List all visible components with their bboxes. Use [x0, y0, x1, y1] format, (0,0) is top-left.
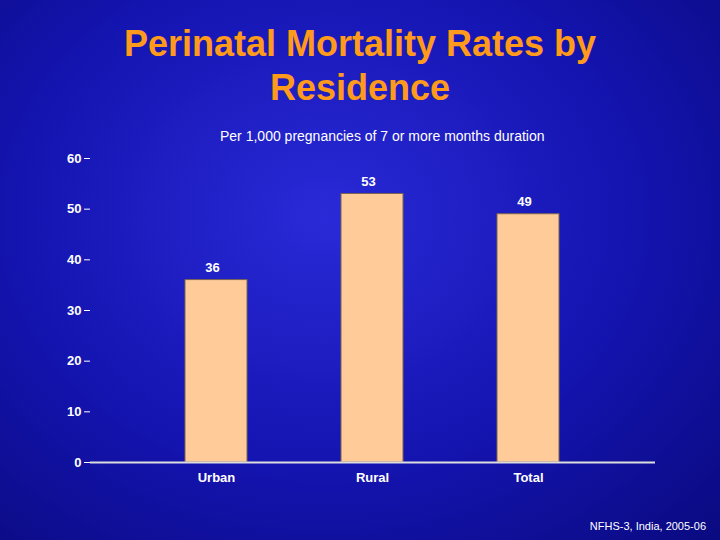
svg-text:60: 60: [67, 151, 81, 166]
svg-text:Total: Total: [513, 470, 543, 485]
svg-text:20: 20: [67, 353, 81, 368]
svg-text:49: 49: [517, 194, 531, 209]
html-text:NFHS-3, India, 2005-06: NFHS-3, India, 2005-06: [589, 520, 706, 532]
svg-text:0: 0: [74, 455, 81, 470]
svg-text:Rural: Rural: [356, 470, 389, 485]
svg-text:30: 30: [67, 303, 81, 318]
svg-text:53: 53: [361, 174, 375, 189]
svg-text:Urban: Urban: [198, 470, 236, 485]
html-text:Perinatal Mortality Rates by R: Perinatal Mortality Rates by Residence: [123, 23, 597, 108]
svg-text:50: 50: [67, 201, 81, 216]
svg-text:36: 36: [205, 260, 219, 275]
svg-text:40: 40: [67, 252, 81, 267]
svg-text:10: 10: [67, 404, 81, 419]
html-text:Per 1,000 pregnancies of 7 or: Per 1,000 pregnancies of 7 or more month…: [220, 128, 545, 144]
